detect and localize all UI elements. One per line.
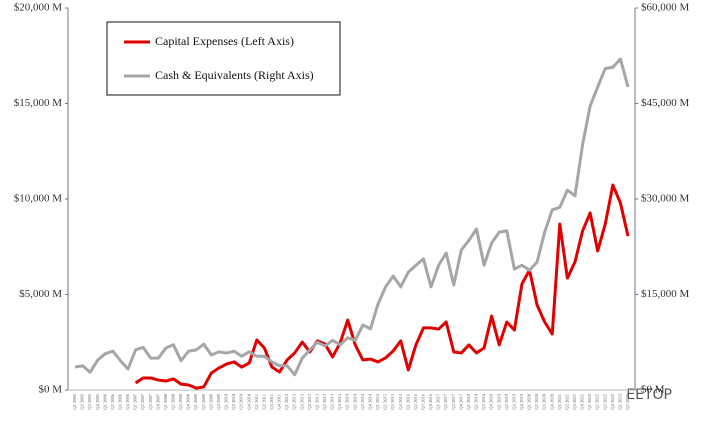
- x-tick-label: Q2 2009: [201, 393, 206, 409]
- x-tick-label: Q2 2010: [231, 393, 236, 409]
- x-tick-label: Q3 2011: [269, 394, 274, 409]
- x-tick-label: Q4 2010: [246, 393, 251, 409]
- x-tick-label: Q3 2006: [117, 393, 122, 409]
- x-tick-label: Q3 2007: [148, 393, 153, 409]
- x-tick-label: Q4 2013: [337, 393, 342, 409]
- x-tick-label: Q3 2022: [602, 394, 607, 410]
- x-tick-label: Q3 2019: [511, 393, 516, 409]
- x-tick-label: Q2 2017: [443, 393, 448, 409]
- legend-label: Cash & Equivalents (Right Axis): [155, 68, 314, 82]
- y2-tick-label: $60,000 M: [641, 2, 690, 14]
- x-tick-label: Q3 2013: [330, 393, 335, 409]
- x-tick-label: Q2 2019: [504, 393, 509, 409]
- x-tick-label: Q3 2005: [87, 393, 92, 409]
- x-tick-label: Q1 2013: [314, 393, 319, 409]
- x-tick-label: Q1 2019: [496, 393, 501, 409]
- y-tick-label: $15,000 M: [14, 97, 63, 109]
- x-tick-label: Q4 2016: [428, 393, 433, 409]
- x-tick-label: Q4 2009: [216, 393, 221, 409]
- x-tick-label: Q4 2022: [610, 394, 615, 410]
- x-tick-label: Q1 2011: [254, 394, 259, 409]
- x-tick-label: Q4 2019: [519, 393, 524, 409]
- y2-tick-label: $15,000 M: [641, 288, 690, 300]
- x-tick-label: Q3 2021: [572, 394, 577, 410]
- x-tick-label: Q2 2015: [383, 393, 388, 409]
- x-tick-label: Q1 2012: [284, 394, 289, 410]
- x-tick-label: Q3 2012: [299, 394, 304, 410]
- x-tick-label: Q1 2020: [527, 393, 532, 409]
- x-tick-label: Q4 2012: [307, 394, 312, 410]
- x-tick-label: Q1 2006: [102, 393, 107, 409]
- x-tick-label: Q2 2013: [322, 393, 327, 409]
- x-tick-label: Q1 2018: [466, 393, 471, 409]
- x-tick-label: Q2 2016: [413, 393, 418, 409]
- x-tick-label: Q4 2021: [580, 394, 585, 410]
- legend-box: [106, 21, 341, 96]
- y-tick-label: $10,000 M: [14, 193, 63, 205]
- legend-label: Capital Expenses (Left Axis): [155, 34, 294, 48]
- y-tick-label: $0 M: [38, 384, 62, 396]
- x-tick-label: Q2 2020: [534, 393, 539, 409]
- x-tick-label: Q3 2015: [390, 393, 395, 409]
- x-tick-label: Q4 2015: [398, 393, 403, 409]
- y2-tick-label: $30,000 M: [641, 193, 690, 205]
- x-tick-label: Q3 2009: [208, 393, 213, 409]
- x-tick-label: Q4 2017: [458, 393, 463, 409]
- x-tick-label: Q1 2016: [405, 393, 410, 409]
- x-tick-label: Q4 2020: [549, 393, 554, 409]
- x-tick-label: Q3 2018: [481, 393, 486, 409]
- x-tick-label: Q1 2015: [375, 393, 380, 409]
- x-tick-label: Q3 2010: [239, 393, 244, 409]
- x-tick-label: Q3 2017: [451, 393, 456, 409]
- series-line: [134, 183, 630, 390]
- y2-tick-label: $45,000 M: [641, 97, 690, 109]
- x-tick-label: Q2 2005: [80, 393, 85, 409]
- y-tick-label: $20,000 M: [14, 2, 63, 14]
- x-tick-label: Q1 2023: [617, 393, 622, 409]
- x-tick-label: Q2 2021: [564, 394, 569, 410]
- x-tick-label: Q4 2005: [95, 393, 100, 409]
- x-tick-label: Q4 2014: [367, 393, 372, 409]
- x-tick-label: Q4 2011: [277, 394, 282, 409]
- x-tick-label: Q2 2022: [595, 394, 600, 410]
- x-tick-label: Q1 2009: [193, 393, 198, 409]
- x-tick-label: Q1 2022: [587, 394, 592, 410]
- x-tick-label: Q3 2020: [542, 393, 547, 409]
- x-tick-label: Q3 2016: [420, 393, 425, 409]
- x-tick-label: Q4 2006: [125, 393, 130, 409]
- x-tick-label: Q2 2008: [171, 393, 176, 409]
- x-tick-label: Q1 2010: [224, 393, 229, 409]
- watermark: EETOP: [626, 387, 672, 403]
- x-tick-label: Q4 2008: [186, 393, 191, 409]
- y-tick-label: $5,000 M: [19, 288, 62, 300]
- x-tick-label: Q1 2007: [133, 393, 138, 409]
- x-tick-label: Q1 2005: [72, 393, 77, 409]
- x-tick-label: Q3 2008: [178, 393, 183, 409]
- x-tick-label: Q2 2007: [140, 393, 145, 409]
- x-tick-label: Q1 2021: [557, 394, 562, 410]
- x-tick-label: Q1 2017: [436, 393, 441, 409]
- x-tick-label: Q1 2014: [345, 393, 350, 409]
- x-tick-label: Q1 2008: [163, 393, 168, 409]
- x-tick-label: Q2 2014: [352, 393, 357, 409]
- series-line: [74, 57, 630, 377]
- x-tick-label: Q3 2014: [360, 393, 365, 409]
- x-tick-label: Q4 2018: [489, 393, 494, 409]
- x-tick-label: Q2 2011: [261, 394, 266, 409]
- x-tick-label: Q2 2018: [474, 393, 479, 409]
- x-tick-label: Q2 2006: [110, 393, 115, 409]
- x-tick-label: Q2 2012: [292, 394, 297, 410]
- x-tick-label: Q4 2007: [155, 393, 160, 409]
- y2-tick-label: $0 M: [641, 384, 665, 396]
- x-tick-label: Q2 2023: [625, 393, 630, 409]
